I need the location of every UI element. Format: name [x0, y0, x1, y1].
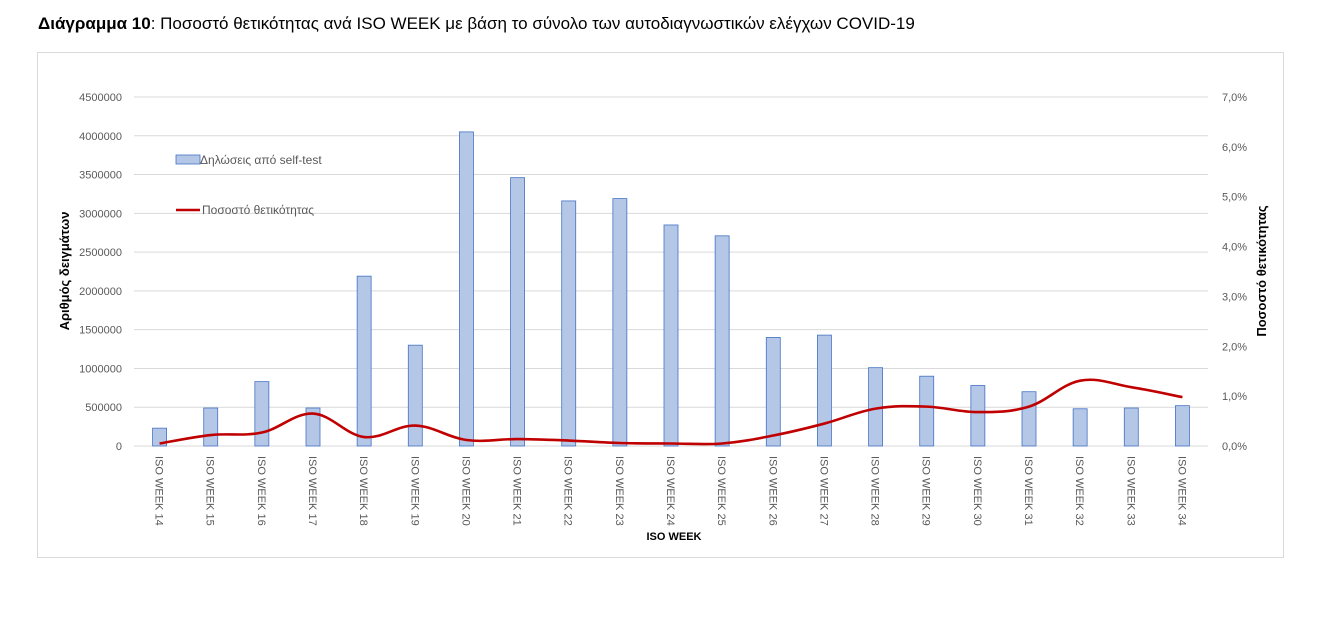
x-tick-label: ISO WEEK 15	[204, 456, 216, 526]
x-tick-label: ISO WEEK 20	[459, 456, 471, 526]
x-axis-ticks: ISO WEEK 14 ISO WEEK 15 ISO WEEK 16 ISO WEE…	[153, 456, 1188, 526]
bar	[203, 407, 219, 447]
x-tick-label: ISO WEEK 22	[562, 456, 574, 526]
y2-tick-label: 4,0%	[1222, 242, 1247, 254]
x-tick-label: ISO WEEK 34	[1175, 456, 1187, 526]
bar	[1021, 391, 1037, 447]
bar	[254, 381, 270, 447]
y2-tick-label: 5,0%	[1222, 192, 1247, 204]
bar	[919, 375, 935, 447]
y2-tick-label: 0,0%	[1222, 441, 1247, 453]
x-tick-label: ISO WEEK 14	[153, 456, 165, 526]
legend-swatch-bars	[175, 154, 201, 165]
caption-label: Διάγραμμα 10	[38, 14, 151, 33]
y2-tick-label: 3,0%	[1222, 291, 1247, 303]
y-tick-label: 3500000	[79, 170, 122, 182]
x-tick-label: ISO WEEK 32	[1073, 456, 1085, 526]
y2-axis-title: Ποσοστό θετικότητας	[1254, 205, 1269, 337]
y-tick-label: 2500000	[79, 247, 122, 259]
bar	[152, 427, 167, 447]
x-tick-label: ISO WEEK 28	[869, 456, 881, 526]
y-tick-label: 500000	[85, 402, 122, 414]
bar	[765, 337, 781, 447]
y-axis-left-ticks: 0 500000 1000000 1500000 2000000 2500000 30000…	[79, 92, 122, 453]
x-axis-title: ISO WEEK	[646, 531, 701, 543]
x-tick-label: ISO WEEK 29	[920, 456, 932, 526]
bar	[407, 344, 423, 447]
y-tick-label: 1500000	[79, 325, 122, 337]
legend: Δηλώσεις από self-test Ποσοστό θετικότητα…	[175, 153, 322, 217]
y2-tick-label: 1,0%	[1222, 391, 1247, 403]
x-tick-label: ISO WEEK 23	[613, 456, 625, 526]
y-axis-right-ticks: 0,0% 1,0% 2,0% 3,0% 4,0% 5,0% 6,0% 7,0%	[1222, 92, 1247, 453]
x-tick-label: ISO WEEK 17	[306, 456, 318, 526]
bar	[1072, 408, 1088, 447]
y2-tick-label: 6,0%	[1222, 142, 1247, 154]
x-tick-label: ISO WEEK 26	[766, 456, 778, 526]
bar	[612, 198, 628, 447]
y-tick-label: 1000000	[79, 363, 122, 375]
x-tick-label: ISO WEEK 25	[715, 456, 727, 526]
axis-titles: ISO WEEK Αριθμός δειγμάτων Ποσοστό θετικότ…	[57, 205, 1269, 543]
chart-caption: Διάγραμμα 10: Ποσοστό θετικότητας ανά IS…	[38, 14, 915, 34]
bar	[510, 177, 525, 447]
legend-label-bars: Δηλώσεις από self-test	[200, 153, 322, 167]
y2-tick-label: 2,0%	[1222, 341, 1247, 353]
y2-tick-label: 7,0%	[1222, 92, 1247, 104]
y-tick-label: 3000000	[79, 208, 122, 220]
x-tick-label: ISO WEEK 33	[1124, 456, 1136, 526]
x-tick-label: ISO WEEK 30	[971, 456, 983, 526]
x-tick-label: ISO WEEK 21	[511, 456, 523, 526]
y-tick-label: 2000000	[79, 286, 122, 298]
bar	[1123, 407, 1139, 447]
bar	[1175, 405, 1190, 447]
x-tick-label: ISO WEEK 18	[357, 456, 369, 526]
y-tick-label: 0	[116, 441, 122, 453]
x-tick-label: ISO WEEK 16	[255, 456, 267, 526]
caption-text: : Ποσοστό θετικότητας ανά ISO WEEK με βά…	[150, 14, 915, 33]
chart-frame	[37, 52, 1284, 558]
bar	[459, 131, 474, 447]
x-tick-label: ISO WEEK 24	[664, 456, 676, 526]
x-tick-label: ISO WEEK 19	[408, 456, 420, 526]
bar-series	[152, 131, 1190, 447]
y-tick-label: 4500000	[79, 92, 122, 104]
bar	[561, 200, 577, 447]
bar	[663, 224, 679, 447]
x-tick-label: ISO WEEK 31	[1022, 456, 1034, 526]
legend-label-line: Ποσοστό θετικότητας	[202, 203, 314, 217]
x-tick-label: ISO WEEK 27	[817, 456, 829, 526]
line-series	[159, 378, 1183, 446]
bar	[305, 407, 321, 447]
y-tick-label: 4000000	[79, 131, 122, 143]
bar	[356, 275, 372, 447]
bar	[714, 235, 730, 447]
bar	[970, 385, 986, 447]
y-axis-title: Αριθμός δειγμάτων	[57, 212, 72, 331]
bar	[817, 334, 832, 447]
